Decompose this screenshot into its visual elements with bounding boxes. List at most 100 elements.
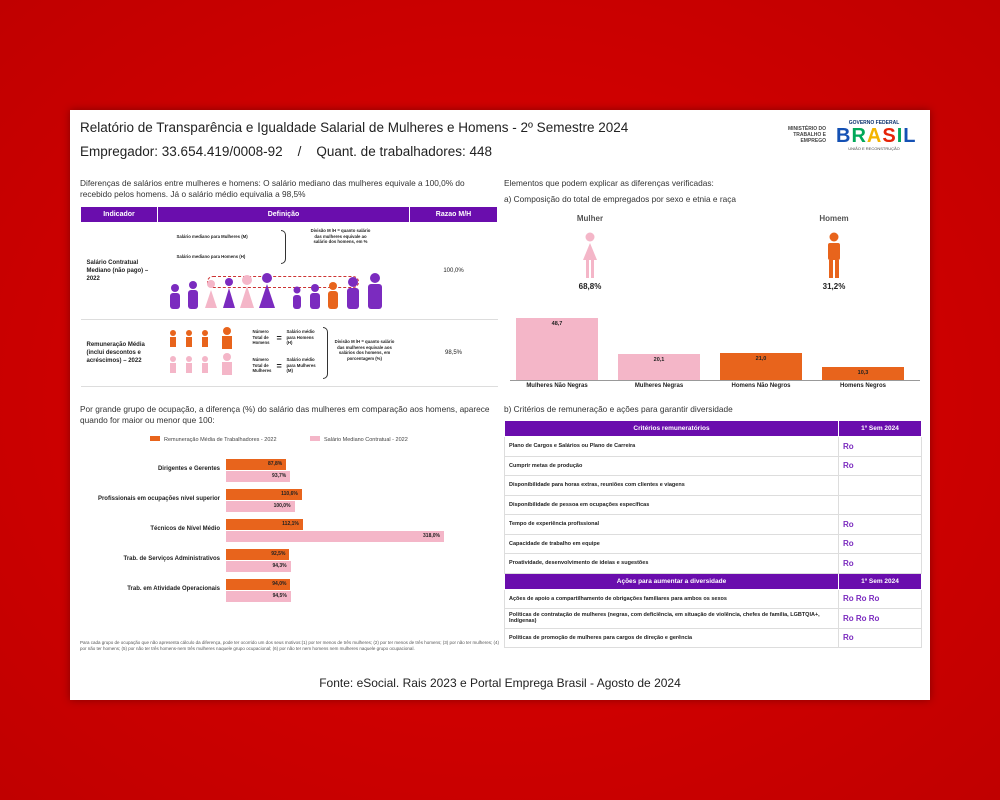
action-row: Políticas de contratação de mulheres (ne… xyxy=(504,608,922,629)
occupation-category: Dirigentes e Gerentes xyxy=(157,466,220,472)
check-icon: Ro xyxy=(838,436,922,457)
report-sheet: Relatório de Transparência e Igualdade S… xyxy=(70,110,930,700)
occupation-value: 318,0% xyxy=(423,533,440,539)
criteria-header-period: 1º Sem 2024 xyxy=(838,420,922,437)
check-icon: Ro xyxy=(838,455,922,476)
criteria-header-label: Critérios remuneratórios xyxy=(504,420,839,437)
criteria-row: Disponibilidade de pessoa em ocupações e… xyxy=(504,494,922,515)
check-icon xyxy=(838,475,922,496)
action-row: Ações de apoio a compartilhamento de obr… xyxy=(504,588,922,609)
occupation-chart: Dirigentes e Gerentes 87,8% 93,7% Profissio… xyxy=(70,455,500,605)
composition-bar: 21,0 xyxy=(720,353,802,380)
government-logos: MINISTÉRIO DO TRABALHO E EMPREGO GOVERNO… xyxy=(776,118,916,158)
brasil-logo: GOVERNO FEDERAL BRASIL UNIÃO E RECONSTRU… xyxy=(836,120,917,151)
composition-category: Homens Negros xyxy=(839,383,886,389)
check-icon: Ro xyxy=(838,514,922,535)
man-icon xyxy=(828,232,840,278)
footnote: Para cada grupo de ocupação que não apre… xyxy=(80,640,499,651)
indicator-average: Remuneração Média (inclui descontos e ac… xyxy=(80,319,158,387)
occupation-bar: 87,8% xyxy=(226,459,287,470)
criteria-row-text: Capacidade de trabalho em equipe xyxy=(504,533,839,554)
composition-category: Mulheres Não Negras xyxy=(526,383,588,389)
action-row-text: Ações de apoio a compartilhamento de obr… xyxy=(504,588,839,609)
occupation-value: 94,3% xyxy=(272,563,287,569)
woman-percent: 68,8% xyxy=(578,282,602,291)
occupation-category: Trab. em Atividade Operacionais xyxy=(127,586,220,592)
criteria-row-text: Cumprir metas de produção xyxy=(504,455,839,476)
occupation-intro: Por grande grupo de ocupação, a diferenç… xyxy=(80,404,490,425)
composition-category: Homens Não Negros xyxy=(731,383,791,389)
criteria-row: Disponibilidade para horas extras, reuni… xyxy=(504,475,922,496)
check-icon: Ro xyxy=(838,533,922,554)
occupation-bar: 318,0% xyxy=(226,531,444,542)
salary-intro: Diferenças de salários entre mulheres e … xyxy=(80,178,465,199)
legend-remuneracao: Remuneração Média de Trabalhadores - 202… xyxy=(150,436,277,443)
occupation-value: 87,8% xyxy=(268,461,283,467)
check-icon: Ro xyxy=(838,553,922,574)
check-icon: Ro Ro Ro xyxy=(838,608,922,629)
occupation-bar: 94,0% xyxy=(226,579,291,590)
occupation-category: Técnicos de Nível Médio xyxy=(150,526,220,532)
composition-bar: 10,3 xyxy=(822,366,904,380)
criteria-row: Tempo de experiência profissional Ro xyxy=(504,514,922,535)
ministry-logo: MINISTÉRIO DO TRABALHO E EMPREGO xyxy=(787,126,826,144)
actions-header-label: Ações para aumentar a diversidade xyxy=(504,572,839,590)
criteria-title: b) Critérios de remuneração e ações para… xyxy=(504,404,733,414)
definition-median: Salário mediano para Mulheres (M) Salári… xyxy=(157,222,410,320)
composition-category: Mulheres Negras xyxy=(634,383,684,389)
col-indicator: Indicador xyxy=(80,206,158,223)
occupation-value: 94,5% xyxy=(272,593,287,599)
check-icon: Ro Ro Ro xyxy=(838,588,922,609)
check-icon xyxy=(838,494,922,515)
actions-header-period: 1º Sem 2024 xyxy=(838,572,922,590)
criteria-row-text: Disponibilidade de pessoa em ocupações e… xyxy=(504,494,839,515)
occupation-bar: 93,7% xyxy=(226,471,291,482)
criteria-table: Critérios remuneratórios 1º Sem 2024 Plano… xyxy=(504,420,922,648)
composition-subtitle: a) Composição do total de empregados por… xyxy=(504,194,736,204)
check-icon: Ro xyxy=(838,627,922,648)
composition-chart: 48,7 Mulheres Não Negras 20,1 Mulheres Negr… xyxy=(510,310,920,400)
occupation-bar: 100,0% xyxy=(226,501,295,512)
employer-line: Empregador: 33.654.419/0008-92 / Quant. … xyxy=(80,144,493,159)
composition-axis xyxy=(510,380,920,381)
occupation-value: 100,0% xyxy=(273,503,291,509)
occupation-bar: 94,5% xyxy=(226,591,291,602)
woman-label: Mulher xyxy=(576,214,604,223)
occupation-category: Trab. de Serviços Administrativos xyxy=(123,556,220,562)
elements-title: Elementos que podem explicar as diferenç… xyxy=(504,178,714,188)
man-percent: 31,2% xyxy=(822,282,846,291)
occupation-bar: 94,3% xyxy=(226,561,291,572)
indicator-median: Salário Contratual Mediano (não pago) – … xyxy=(80,222,158,320)
brasil-wordmark: BRASIL xyxy=(836,125,917,147)
average-people-icons xyxy=(169,327,232,375)
occupation-bar: 112,1% xyxy=(226,519,303,530)
criteria-row: Cumprir metas de produção Ro xyxy=(504,455,922,476)
occupation-category: Profissionais em ocupações nível superio… xyxy=(97,496,220,502)
action-row-text: Políticas de promoção de mulheres para c… xyxy=(504,627,839,648)
criteria-row: Proatividade, desenvolvimento de ideias … xyxy=(504,553,922,574)
criteria-row-text: Proatividade, desenvolvimento de ideias … xyxy=(504,553,839,574)
definition-average: Número Total de Homens = Salário médio p… xyxy=(157,319,410,387)
col-ratio: Razao M/H xyxy=(409,206,498,223)
report-title: Relatório de Transparência e Igualdade S… xyxy=(80,120,629,135)
source-note: Fonte: eSocial. Rais 2023 e Portal Empre… xyxy=(319,676,681,690)
ratio-median: 100,0% xyxy=(409,222,498,320)
action-row-text: Políticas de contratação de mulheres (ne… xyxy=(504,608,839,629)
people-icons xyxy=(169,273,382,309)
ratio-average: 98,5% xyxy=(409,319,498,387)
occupation-value: 93,7% xyxy=(272,473,287,479)
composition-bar: 48,7 xyxy=(516,317,598,380)
occupation-bar: 110,6% xyxy=(226,489,302,500)
woman-icon xyxy=(583,232,597,278)
criteria-row: Plano de Cargos e Salários ou Plano de C… xyxy=(504,436,922,457)
criteria-row: Capacidade de trabalho em equipe Ro xyxy=(504,533,922,554)
criteria-header: Critérios remuneratórios 1º Sem 2024 xyxy=(504,420,922,437)
occupation-value: 110,6% xyxy=(281,491,298,497)
occupation-bar: 92,5% xyxy=(226,549,290,560)
occupation-value: 92,5% xyxy=(271,551,286,557)
man-label: Homem xyxy=(819,214,849,223)
indicator-table: Indicador Definição Razao M/H Salário Co… xyxy=(80,206,498,387)
criteria-row-text: Disponibilidade para horas extras, reuni… xyxy=(504,475,839,496)
action-row: Políticas de promoção de mulheres para c… xyxy=(504,627,922,648)
composition-bar: 20,1 xyxy=(618,354,700,380)
